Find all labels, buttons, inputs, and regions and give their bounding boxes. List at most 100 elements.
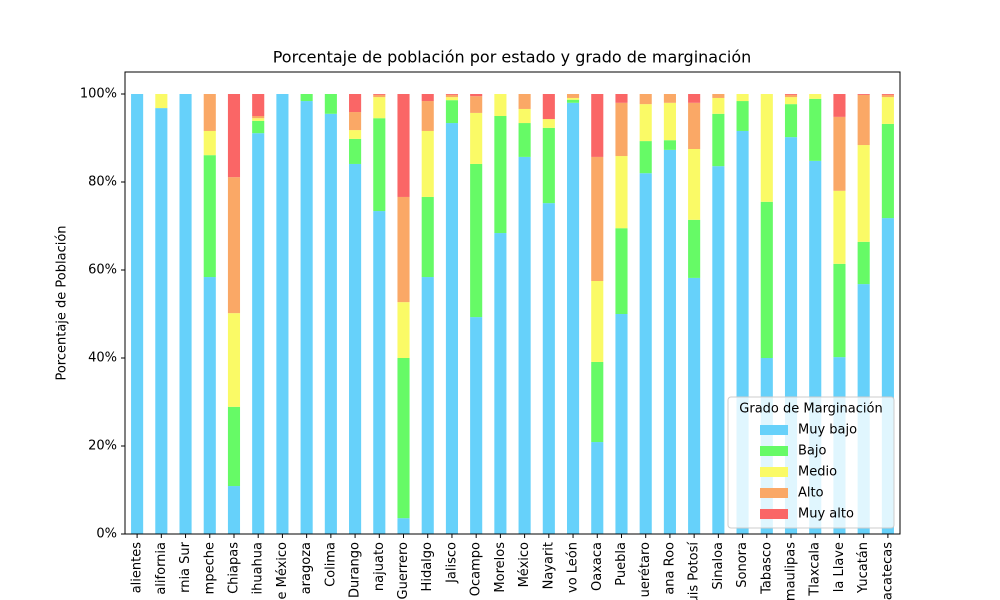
bar-segment <box>276 94 289 534</box>
bar-segment <box>155 94 168 109</box>
bar-segment <box>857 241 870 285</box>
x-tick-label: Chiapas <box>226 542 241 594</box>
bar-segment <box>373 118 386 212</box>
bar-segment <box>518 123 531 157</box>
bar-segment <box>397 302 410 358</box>
x-tick-label: Durango <box>348 542 363 598</box>
bar-segment <box>494 94 507 116</box>
bar-segment <box>421 277 434 534</box>
bar-segment <box>373 97 386 119</box>
bar-segment <box>470 94 483 97</box>
x-tick-label: maulipas <box>784 542 799 600</box>
bar-segment <box>252 116 265 119</box>
x-tick-label: Hidalgo <box>420 542 435 591</box>
bar-segment <box>397 358 410 519</box>
legend-label: Bajo <box>798 444 826 459</box>
bar-segment <box>591 281 604 362</box>
bar-segment <box>663 140 676 150</box>
bar-segment <box>591 94 604 157</box>
bar-segment <box>349 94 362 113</box>
x-tick-label: Colima <box>323 542 338 587</box>
x-tick-label: mpeche <box>202 542 217 594</box>
bar-segment <box>736 94 749 102</box>
bar-segment <box>833 94 846 117</box>
x-tick-label: Tlaxcala <box>808 542 823 597</box>
bar-segment <box>227 406 241 487</box>
x-tick-label: México <box>517 542 532 587</box>
bar-segment <box>784 97 798 105</box>
bar-segment <box>227 486 241 534</box>
bar-segment <box>688 277 701 534</box>
bar-segment <box>421 101 434 131</box>
bar-segment <box>542 94 555 120</box>
bar-segment <box>712 94 725 98</box>
bar-segment <box>591 442 604 534</box>
y-tick-label: 80% <box>88 175 117 190</box>
x-tick-label: Guerrero <box>396 542 411 600</box>
x-tick-label: Puebla <box>614 542 629 586</box>
bar-segment <box>615 156 628 229</box>
bar-segment <box>445 100 459 124</box>
bar-segment <box>760 94 773 202</box>
bar-segment <box>688 219 701 278</box>
bar-segment <box>542 119 555 128</box>
x-tick-label: Nayarit <box>541 542 556 589</box>
y-tick-label: 0% <box>96 527 117 542</box>
bar-segment <box>712 113 725 167</box>
bar-segment <box>615 314 628 534</box>
legend-swatch <box>760 446 788 456</box>
y-axis-label: Porcentaje de Población <box>55 225 70 380</box>
y-tick-label: 60% <box>88 263 117 278</box>
x-tick-label: uerétaro <box>638 542 653 597</box>
bar-segment <box>591 361 604 443</box>
bar-segment <box>518 156 531 535</box>
bar-segment <box>397 94 410 197</box>
bar-segment <box>712 166 725 534</box>
bar-segment <box>615 94 628 103</box>
bar-segment <box>397 518 410 534</box>
bar-segment <box>857 94 870 146</box>
bar-segment <box>155 108 168 534</box>
bar-segment <box>542 203 555 534</box>
y-tick-label: 20% <box>88 439 117 454</box>
bar-segment <box>373 94 386 98</box>
bar-segment <box>445 97 459 101</box>
bar-segment <box>566 97 580 100</box>
bar-segment <box>760 201 773 358</box>
x-tick-label: Yucatán <box>856 542 871 594</box>
x-tick-label: Oaxaca <box>590 542 605 591</box>
bar-segment <box>349 130 362 139</box>
bar-segment <box>203 155 216 278</box>
x-tick-label: Sinaloa <box>711 542 726 590</box>
bar-segment <box>566 94 580 98</box>
bar-segment <box>203 130 216 156</box>
bar-segment <box>252 94 265 116</box>
x-tick-label: acatecas <box>880 542 895 600</box>
x-tick-label: Morelos <box>493 542 508 593</box>
bar-segment <box>566 102 580 535</box>
bar-segment <box>615 102 628 157</box>
y-tick-label: 100% <box>80 87 117 102</box>
bar-segment <box>688 94 701 103</box>
bar-segment <box>857 145 870 242</box>
bar-segment <box>421 130 434 197</box>
bar-segment <box>421 94 434 102</box>
bar-segment <box>252 133 265 534</box>
bar-segment <box>494 116 507 234</box>
bar-segment <box>809 94 822 99</box>
bar-segment <box>639 94 652 105</box>
x-tick-label: rnia Sur <box>178 541 193 593</box>
bar-segment <box>712 97 725 114</box>
legend-swatch <box>760 509 788 519</box>
bar-segment <box>131 94 144 534</box>
bar-segment <box>833 116 846 191</box>
bar-segment <box>373 211 386 535</box>
bar-segment <box>639 173 652 534</box>
legend-swatch <box>760 425 788 435</box>
x-tick-label: Ocampo <box>469 542 484 596</box>
bar-segment <box>736 101 749 131</box>
bar-segment <box>324 94 337 114</box>
x-tick-label: alientes <box>130 542 145 594</box>
